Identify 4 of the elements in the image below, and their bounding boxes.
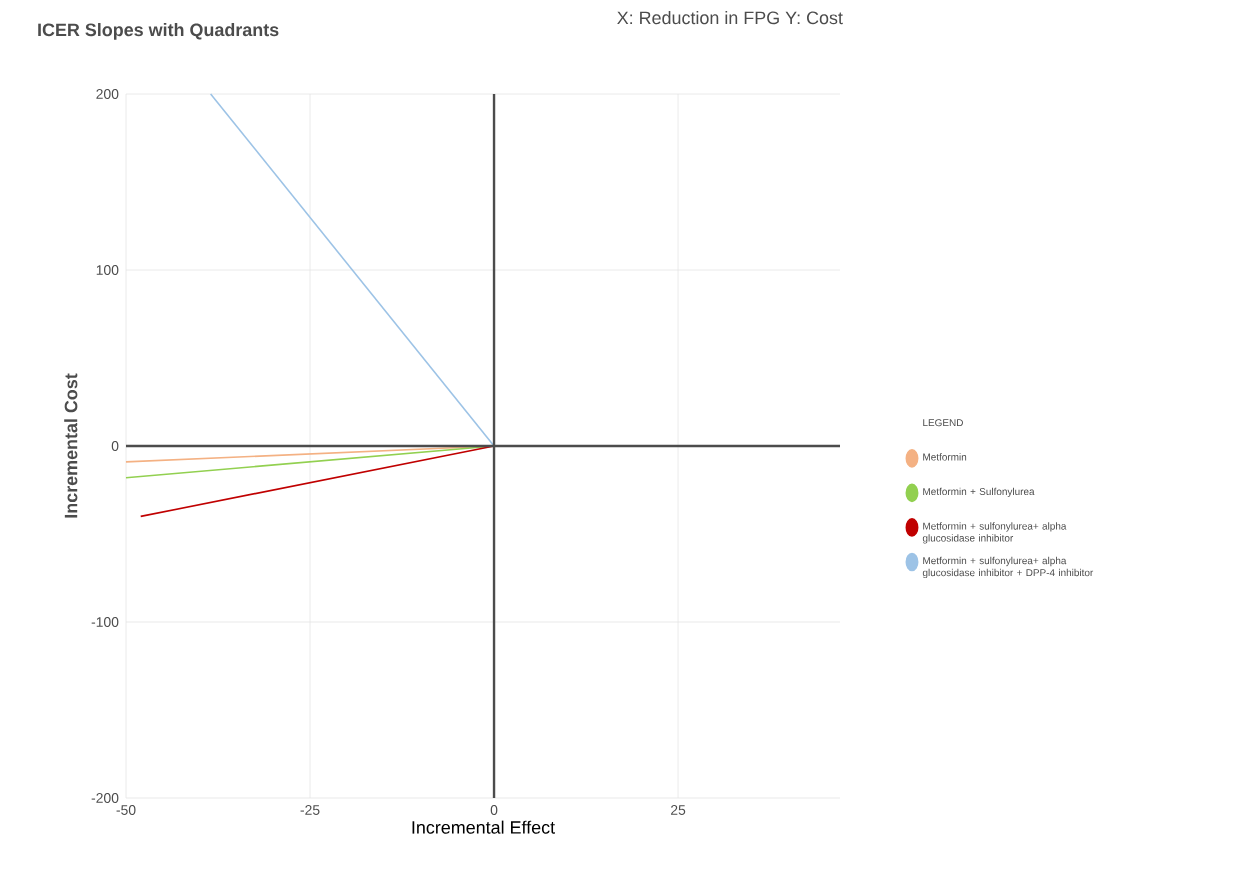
text: X: Reduction in FPG Y: Cost xyxy=(617,11,843,25)
x-axis-title: Incremental Effect xyxy=(412,820,555,834)
y-axis-title: Incremental Cost xyxy=(64,373,78,518)
chart-title: ICER Slopes with Quadrants xyxy=(38,23,279,40)
